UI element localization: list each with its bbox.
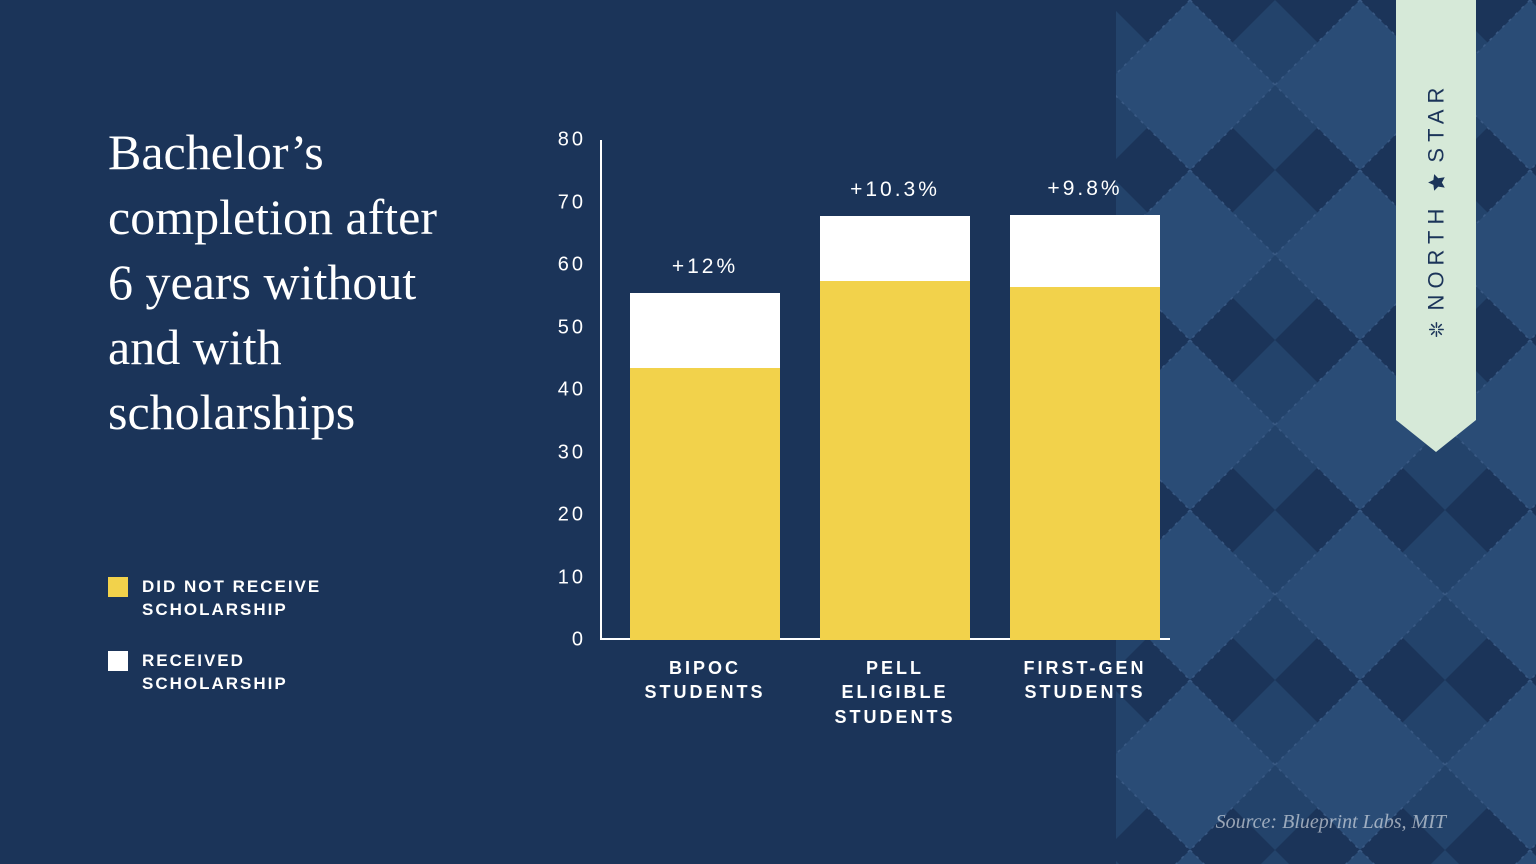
bar-group: +10.3%PELL ELIGIBLE STUDENTS — [820, 140, 970, 640]
ribbon-word-left: NORTH — [1423, 203, 1449, 311]
bar-segment-received — [1010, 215, 1160, 287]
legend-item: RECEIVED SCHOLARSHIP — [108, 650, 321, 696]
y-tick-label: 40 — [540, 379, 600, 402]
bar-segment-received — [820, 216, 970, 280]
ribbon-tail — [1396, 420, 1476, 452]
legend-item: DID NOT RECEIVE SCHOLARSHIP — [108, 576, 321, 622]
category-label: BIPOC STUDENTS — [644, 656, 765, 705]
ribbon-text: NORTH STAR — [1423, 82, 1449, 339]
north-star-ribbon: NORTH STAR — [1396, 0, 1476, 460]
bar-group: +12%BIPOC STUDENTS — [630, 140, 780, 640]
slide: Bachelor’s completion after 6 years with… — [0, 0, 1536, 864]
bar-segment-no-scholarship — [630, 368, 780, 640]
slide-title: Bachelor’s completion after 6 years with… — [108, 120, 468, 445]
y-tick-label: 20 — [540, 504, 600, 527]
ribbon-word-right: STAR — [1423, 82, 1449, 163]
y-tick-label: 80 — [540, 129, 600, 152]
legend-label: RECEIVED SCHOLARSHIP — [142, 650, 288, 696]
legend-swatch — [108, 577, 128, 597]
delta-label: +9.8% — [1047, 177, 1122, 201]
y-tick-label: 70 — [540, 191, 600, 214]
category-label: FIRST-GEN STUDENTS — [1023, 656, 1146, 705]
source-credit: Source: Blueprint Labs, MIT — [1216, 811, 1446, 834]
y-tick-label: 50 — [540, 316, 600, 339]
bar-segment-no-scholarship — [1010, 287, 1160, 640]
y-tick-label: 30 — [540, 441, 600, 464]
bar-segment-no-scholarship — [820, 281, 970, 640]
burst-icon — [1427, 320, 1445, 338]
content-layer: Bachelor’s completion after 6 years with… — [0, 0, 1536, 864]
bar-group: +9.8%FIRST-GEN STUDENTS — [1010, 140, 1160, 640]
category-label: PELL ELIGIBLE STUDENTS — [834, 656, 955, 729]
ribbon-body: NORTH STAR — [1396, 0, 1476, 420]
delta-label: +12% — [672, 255, 738, 279]
legend: DID NOT RECEIVE SCHOLARSHIP RECEIVED SCH… — [108, 576, 321, 724]
legend-swatch — [108, 651, 128, 671]
y-tick-label: 60 — [540, 254, 600, 277]
y-tick-label: 0 — [540, 629, 600, 652]
delta-label: +10.3% — [850, 178, 940, 202]
plot-area: 01020304050607080+12%BIPOC STUDENTS+10.3… — [600, 140, 1170, 640]
bar-chart: 01020304050607080+12%BIPOC STUDENTS+10.3… — [540, 130, 1170, 710]
y-tick-label: 10 — [540, 566, 600, 589]
y-axis — [600, 140, 602, 640]
bar-segment-received — [630, 293, 780, 368]
legend-label: DID NOT RECEIVE SCHOLARSHIP — [142, 576, 321, 622]
star-icon — [1426, 173, 1446, 193]
